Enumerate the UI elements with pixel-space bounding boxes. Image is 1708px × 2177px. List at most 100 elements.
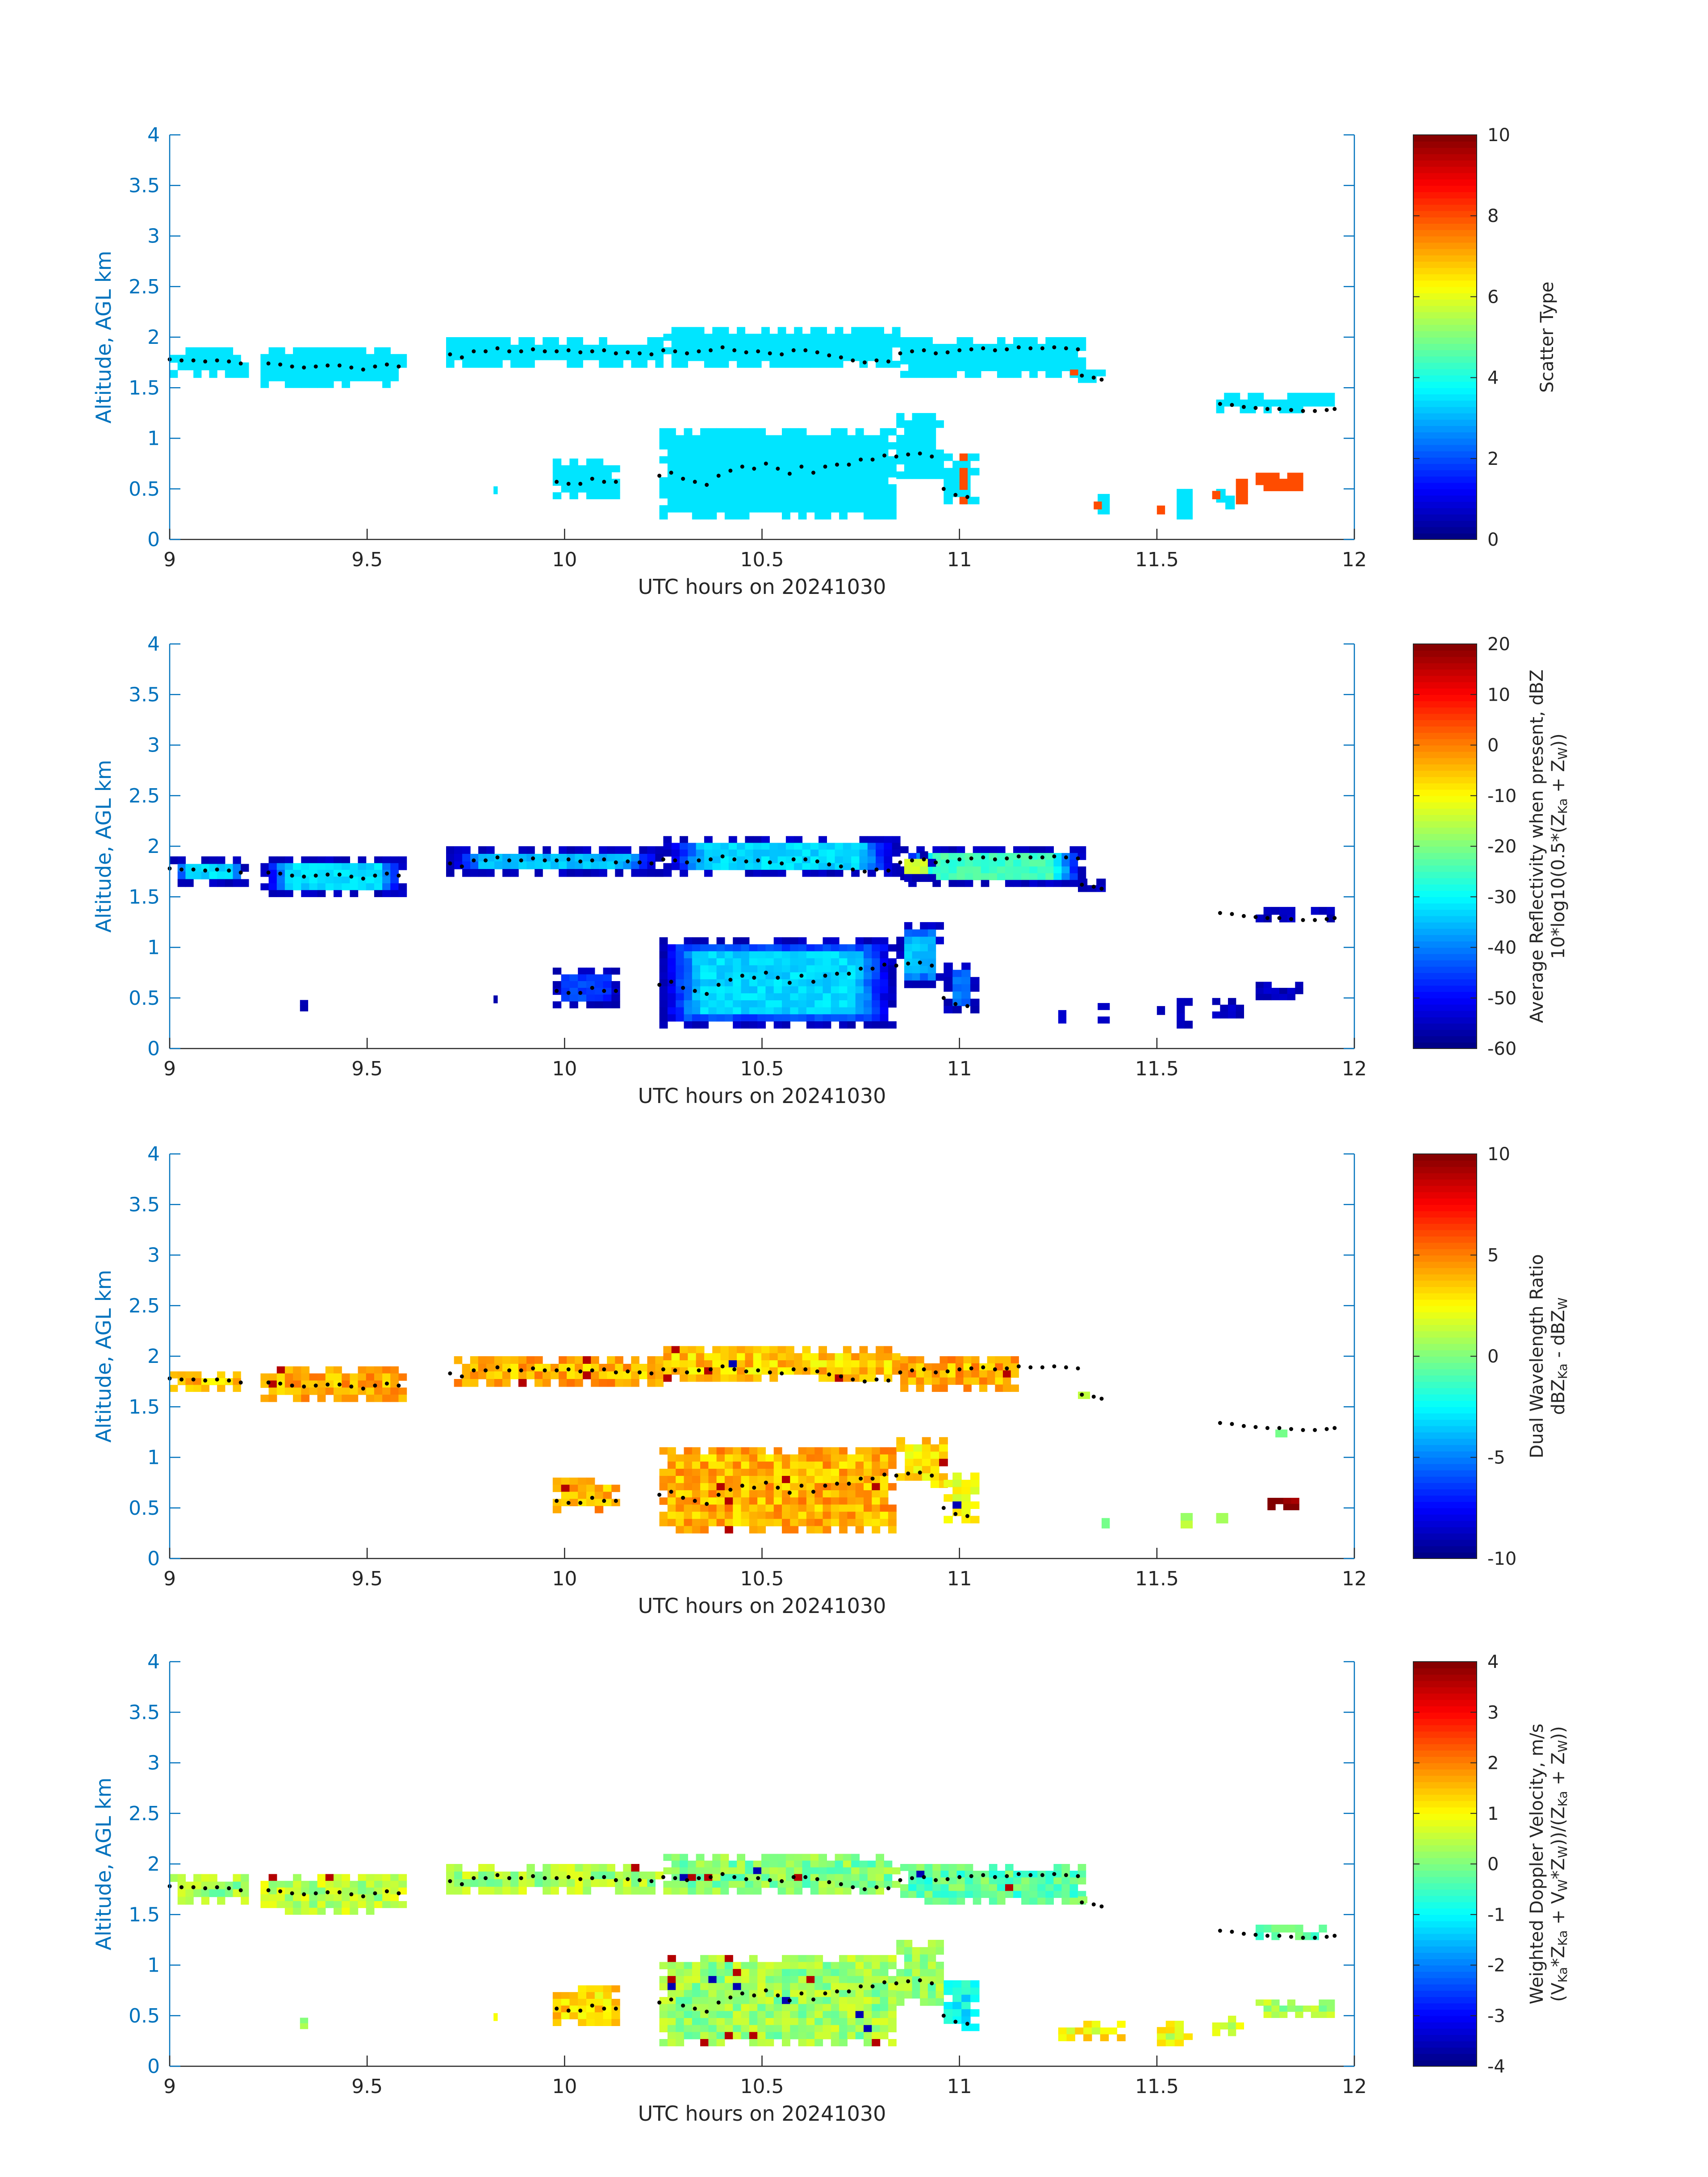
- data-cell: [900, 1864, 909, 1871]
- data-cell: [688, 1374, 697, 1382]
- colorbar-step: [1413, 1325, 1477, 1332]
- data-cell: [684, 442, 693, 450]
- data-cell: [382, 374, 391, 381]
- data-cell: [872, 1983, 881, 1990]
- data-cell: [454, 854, 463, 862]
- data-cell: [904, 1954, 913, 1962]
- data-cell: [526, 1879, 535, 1887]
- data-cell: [920, 413, 928, 421]
- data-cell: [462, 869, 471, 877]
- data-cell: [798, 1519, 807, 1526]
- colorbar-step: [1413, 350, 1477, 357]
- colorbar-tick-label: 10: [1487, 685, 1510, 705]
- data-cell: [970, 1987, 980, 1995]
- data-cell: [1037, 357, 1046, 364]
- data-cell: [880, 491, 889, 499]
- data-cell: [667, 972, 676, 980]
- data-cell: [667, 2004, 676, 2011]
- data-cell: [745, 836, 754, 843]
- data-cell: [684, 1483, 693, 1491]
- data-cell: [948, 1891, 957, 1898]
- data-cell: [716, 2004, 725, 2011]
- data-cell: [831, 979, 839, 987]
- boundary-point: [661, 1875, 665, 1879]
- x-tick-label: 11: [947, 548, 972, 571]
- axes-frame: [169, 643, 1355, 1049]
- data-cell: [847, 1007, 856, 1015]
- data-cell: [684, 1476, 693, 1483]
- data-cell: [741, 442, 750, 450]
- data-cell: [867, 863, 876, 870]
- data-cell: [692, 505, 701, 513]
- data-cell: [912, 413, 920, 421]
- data-cell: [777, 334, 786, 341]
- data-cell: [720, 1353, 729, 1361]
- data-cell: [233, 1874, 241, 1882]
- data-cell: [888, 2004, 897, 2011]
- y-tick-label: 0: [147, 2055, 160, 2078]
- data-cell: [193, 871, 202, 880]
- data-cell: [806, 1447, 815, 1455]
- colorbar-step: [1413, 1813, 1477, 1820]
- data-cell: [700, 1483, 709, 1491]
- data-cell: [876, 1887, 884, 1895]
- data-cell: [839, 2032, 848, 2039]
- data-cell: [317, 877, 326, 884]
- data-cell: [1287, 2006, 1295, 2012]
- boundary-point: [752, 467, 756, 471]
- data-cell: [594, 974, 604, 982]
- data-cell: [684, 1447, 693, 1455]
- data-cell: [712, 1353, 721, 1361]
- data-cell: [724, 1962, 733, 1969]
- data-cell: [1069, 337, 1078, 344]
- data-cell: [1157, 1006, 1165, 1015]
- data-cell: [782, 491, 790, 499]
- data-cell: [607, 1364, 615, 1372]
- data-cell: [790, 1461, 799, 1469]
- data-cell: [908, 1363, 916, 1371]
- data-cell: [892, 1360, 901, 1368]
- data-cell: [948, 866, 957, 873]
- data-cell: [676, 2032, 685, 2039]
- data-cell: [526, 846, 535, 854]
- data-cell: [716, 2039, 725, 2047]
- data-cell: [704, 1353, 713, 1361]
- data-cell: [814, 1526, 823, 1534]
- data-cell: [872, 937, 881, 945]
- data-cell: [749, 1983, 758, 1990]
- data-cell: [1002, 1370, 1011, 1378]
- data-cell: [847, 1997, 856, 2005]
- data-cell: [716, 965, 725, 973]
- data-cell: [1094, 501, 1102, 510]
- data-cell: [733, 1983, 742, 1990]
- boundary-point: [764, 461, 768, 466]
- colorbar-step: [1413, 1236, 1477, 1243]
- data-cell: [864, 1021, 872, 1029]
- data-cell: [170, 1385, 178, 1392]
- data-cell: [810, 1353, 819, 1361]
- axes-frame: [169, 134, 1355, 540]
- data-cell: [831, 986, 839, 994]
- data-cell: [749, 1454, 758, 1462]
- data-cell: [684, 965, 693, 973]
- boundary-point: [448, 1879, 452, 1883]
- data-cell: [676, 456, 685, 464]
- data-cell: [1271, 472, 1280, 479]
- data-cell: [981, 873, 990, 881]
- data-cell: [486, 861, 495, 869]
- data-cell: [692, 972, 701, 980]
- colorbar-step: [1413, 1312, 1477, 1319]
- data-cell: [819, 836, 827, 843]
- data-cell: [631, 360, 639, 368]
- data-cell: [462, 1364, 471, 1372]
- data-cell: [782, 1497, 790, 1505]
- boundary-point: [1277, 1426, 1282, 1430]
- data-cell: [989, 351, 998, 358]
- data-cell: [1021, 1877, 1030, 1885]
- data-cell: [284, 877, 293, 884]
- data-cell: [810, 327, 819, 334]
- colorbar-step: [1413, 217, 1477, 224]
- data-cell: [478, 1879, 487, 1887]
- boundary-point: [870, 457, 875, 462]
- colorbar-step: [1413, 381, 1477, 389]
